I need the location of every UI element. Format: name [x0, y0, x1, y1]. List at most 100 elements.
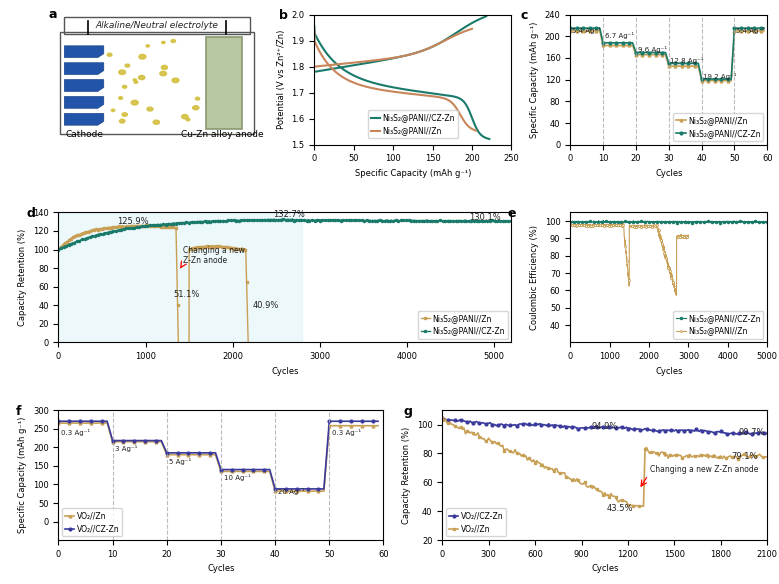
Circle shape — [134, 81, 138, 84]
Text: b: b — [279, 9, 287, 22]
VO₂//CZ-Zn — [763, 430, 772, 437]
Y-axis label: Capacity Retention (%): Capacity Retention (%) — [19, 229, 27, 326]
Text: g: g — [404, 405, 412, 418]
Text: 40.9%: 40.9% — [252, 301, 279, 310]
VO₂//Zn — [146, 438, 155, 445]
Ni₃S₂@PANI//Zn — [613, 221, 622, 228]
Ni₃S₂@PANI//Zn — [622, 42, 631, 49]
Ni₃S₂@PANI//CZ-Zn — [566, 218, 575, 225]
Ni₃S₂@PANI//Zn — [175, 417, 185, 424]
Ni₃S₂@PANI//CZ-Zn — [760, 25, 769, 32]
Ni₃S₂@PANI//CZ-Zn — [394, 85, 404, 92]
Circle shape — [147, 107, 153, 111]
Text: 125.9%: 125.9% — [117, 217, 148, 225]
Text: d: d — [26, 207, 36, 220]
Ni₃S₂@PANI//CZ-Zn — [54, 246, 63, 253]
Circle shape — [161, 65, 167, 69]
Ni₃S₂@PANI//CZ-Zn — [117, 226, 126, 233]
Ni₃S₂@PANI//CZ-Zn — [309, 23, 319, 30]
Polygon shape — [65, 113, 104, 125]
Ni₃S₂@PANI//CZ-Zn — [697, 75, 707, 82]
Text: 130.1%: 130.1% — [469, 213, 501, 223]
Ni₃S₂@PANI//CZ-Zn — [727, 218, 736, 225]
VO₂//Zn — [463, 428, 472, 435]
Text: 51.1%: 51.1% — [173, 290, 199, 299]
X-axis label: Specific Capacity (mAh g⁻¹): Specific Capacity (mAh g⁻¹) — [354, 169, 471, 178]
Ni₃S₂@PANI//Zn — [66, 235, 76, 242]
Circle shape — [160, 71, 167, 76]
Ni₃S₂@PANI//Zn — [628, 42, 637, 49]
VO₂//CZ-Zn — [438, 414, 447, 421]
VO₂//Zn — [162, 451, 171, 458]
Ni₃S₂@PANI//CZ-Zn — [404, 86, 414, 93]
Y-axis label: Specific Capacity (mAh g⁻¹): Specific Capacity (mAh g⁻¹) — [530, 22, 539, 138]
Ni₃S₂@PANI//Zn — [54, 245, 63, 252]
Ni₃S₂@PANI//CZ-Zn — [577, 218, 587, 225]
Legend: Ni₃S₂@PANI//Zn, Ni₃S₂@PANI//CZ-Zn: Ni₃S₂@PANI//Zn, Ni₃S₂@PANI//CZ-Zn — [673, 113, 763, 141]
Ni₃S₂@PANI//Zn — [615, 42, 624, 49]
Line: Ni₃S₂@PANI//Zn: Ni₃S₂@PANI//Zn — [58, 224, 268, 584]
Polygon shape — [65, 79, 104, 91]
Text: 20 Ag⁻¹: 20 Ag⁻¹ — [278, 488, 305, 495]
Y-axis label: Coulombic Efficiency (%): Coulombic Efficiency (%) — [530, 225, 539, 330]
VO₂//Zn — [270, 488, 280, 495]
Ni₃S₂@PANI//Zn — [760, 27, 769, 34]
Ni₃S₂@PANI//CZ-Zn — [207, 218, 217, 225]
Ni₃S₂@PANI//Zn — [671, 291, 681, 298]
Line: Ni₃S₂@PANI//Zn: Ni₃S₂@PANI//Zn — [314, 32, 476, 131]
VO₂//Zn — [679, 454, 689, 461]
Ni₃S₂@PANI//CZ-Zn — [687, 60, 696, 67]
Text: a: a — [48, 8, 57, 21]
Circle shape — [139, 54, 146, 59]
Text: 9.6 Ag⁻¹: 9.6 Ag⁻¹ — [637, 46, 667, 53]
VO₂//Zn — [763, 454, 772, 461]
Ni₃S₂@PANI//CZ-Zn — [622, 39, 631, 46]
Ni₃S₂@PANI//CZ-Zn — [720, 218, 729, 225]
Text: 132.7%: 132.7% — [273, 210, 305, 219]
VO₂//CZ-Zn — [447, 416, 456, 423]
Text: e: e — [507, 207, 516, 220]
Ni₃S₂@PANI//CZ-Zn — [453, 94, 463, 101]
Line: Ni₃S₂@PANI//CZ-Zn: Ni₃S₂@PANI//CZ-Zn — [569, 27, 766, 81]
VO₂//Zn — [373, 422, 382, 429]
Ni₃S₂@PANI//Zn — [598, 42, 608, 49]
Circle shape — [122, 113, 127, 116]
VO₂//Zn — [54, 420, 63, 427]
VO₂//CZ-Zn — [662, 426, 671, 433]
Ni₃S₂@PANI//Zn — [577, 221, 587, 228]
Ni₃S₂@PANI//CZ-Zn — [485, 135, 494, 142]
Bar — [58, 213, 302, 342]
Ni₃S₂@PANI//Zn — [328, 65, 337, 72]
Ni₃S₂@PANI//Zn — [187, 245, 196, 252]
Circle shape — [122, 85, 127, 88]
Circle shape — [118, 97, 122, 99]
Circle shape — [162, 41, 165, 44]
Y-axis label: Capacity Retention (%): Capacity Retention (%) — [402, 426, 411, 524]
FancyBboxPatch shape — [65, 17, 249, 34]
Text: 5.4 Ag⁻¹: 5.4 Ag⁻¹ — [572, 26, 601, 33]
Text: 90.7%: 90.7% — [738, 427, 765, 437]
Legend: Ni₃S₂@PANI//CZ-Zn, Ni₃S₂@PANI//Zn: Ni₃S₂@PANI//CZ-Zn, Ni₃S₂@PANI//Zn — [368, 110, 458, 138]
Ni₃S₂@PANI//Zn — [142, 221, 151, 228]
Circle shape — [182, 114, 188, 119]
Ni₃S₂@PANI//CZ-Zn — [628, 39, 637, 46]
Text: Cu-Zn alloy anode: Cu-Zn alloy anode — [181, 130, 263, 140]
Circle shape — [171, 40, 175, 43]
Ni₃S₂@PANI//Zn — [687, 62, 696, 69]
Circle shape — [192, 106, 199, 110]
Circle shape — [118, 70, 125, 75]
Y-axis label: Potential (V vs Zn²⁺/Zn): Potential (V vs Zn²⁺/Zn) — [277, 30, 286, 129]
Polygon shape — [65, 62, 104, 74]
Ni₃S₂@PANI//CZ-Zn — [606, 219, 615, 226]
Text: 94.9%: 94.9% — [591, 422, 618, 431]
Ni₃S₂@PANI//Zn — [566, 222, 575, 229]
Circle shape — [111, 109, 115, 112]
VO₂//CZ-Zn — [270, 485, 280, 492]
Ni₃S₂@PANI//Zn — [309, 28, 319, 35]
Line: Ni₃S₂@PANI//CZ-Zn: Ni₃S₂@PANI//CZ-Zn — [314, 26, 489, 139]
Ni₃S₂@PANI//CZ-Zn — [753, 218, 763, 225]
Ni₃S₂@PANI//Zn — [400, 90, 410, 97]
VO₂//Zn — [157, 438, 166, 445]
Line: Ni₃S₂@PANI//CZ-Zn: Ni₃S₂@PANI//CZ-Zn — [569, 220, 768, 224]
VO₂//CZ-Zn — [146, 437, 155, 444]
